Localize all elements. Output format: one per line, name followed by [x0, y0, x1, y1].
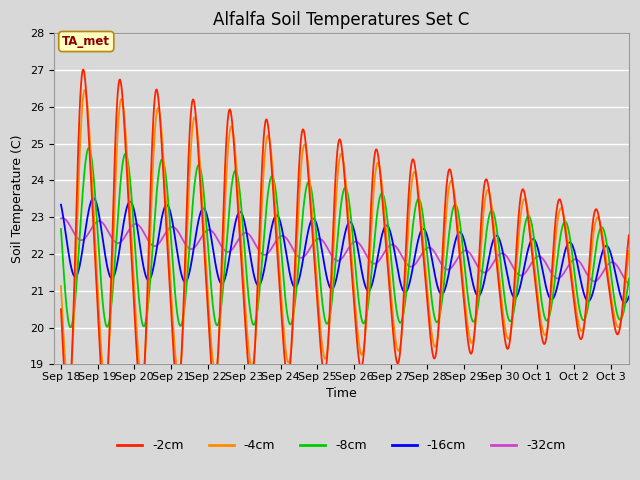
Legend: -2cm, -4cm, -8cm, -16cm, -32cm: -2cm, -4cm, -8cm, -16cm, -32cm — [112, 434, 570, 457]
Text: TA_met: TA_met — [62, 35, 110, 48]
Y-axis label: Soil Temperature (C): Soil Temperature (C) — [11, 134, 24, 263]
X-axis label: Time: Time — [326, 387, 356, 400]
Title: Alfalfa Soil Temperatures Set C: Alfalfa Soil Temperatures Set C — [213, 11, 470, 29]
